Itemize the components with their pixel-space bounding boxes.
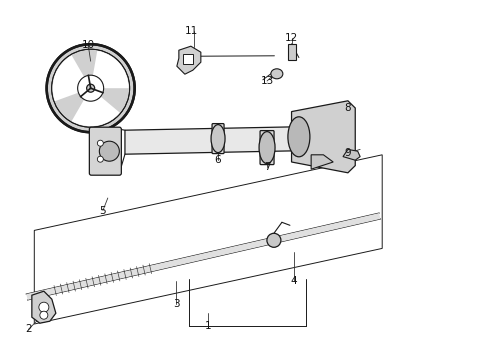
Polygon shape: [125, 127, 306, 154]
Polygon shape: [343, 149, 360, 160]
FancyBboxPatch shape: [260, 131, 274, 165]
Polygon shape: [32, 291, 56, 323]
Text: 5: 5: [99, 206, 106, 216]
Text: 3: 3: [173, 299, 180, 309]
Ellipse shape: [259, 132, 275, 163]
Circle shape: [99, 141, 120, 161]
Wedge shape: [52, 55, 91, 101]
Text: 11: 11: [184, 26, 198, 36]
Polygon shape: [311, 155, 333, 169]
Polygon shape: [26, 213, 380, 300]
FancyBboxPatch shape: [89, 127, 122, 175]
Wedge shape: [91, 51, 129, 88]
Circle shape: [98, 140, 103, 146]
Wedge shape: [72, 88, 120, 126]
Text: 13: 13: [260, 76, 274, 86]
Ellipse shape: [271, 69, 283, 79]
Circle shape: [87, 84, 95, 92]
Circle shape: [40, 311, 48, 319]
Text: 7: 7: [264, 162, 270, 172]
Circle shape: [39, 302, 49, 312]
Text: 12: 12: [285, 33, 298, 43]
Polygon shape: [292, 101, 355, 173]
Polygon shape: [288, 44, 295, 60]
Circle shape: [77, 75, 104, 101]
Circle shape: [267, 233, 281, 247]
Polygon shape: [183, 54, 193, 64]
Ellipse shape: [211, 125, 225, 153]
Text: 2: 2: [25, 324, 32, 334]
Text: 4: 4: [291, 276, 297, 286]
Ellipse shape: [288, 117, 310, 157]
Text: 8: 8: [344, 103, 351, 113]
Text: 9: 9: [344, 148, 351, 158]
Circle shape: [98, 156, 103, 162]
Text: 1: 1: [205, 321, 212, 331]
FancyBboxPatch shape: [212, 123, 224, 154]
Circle shape: [47, 44, 135, 132]
Text: 6: 6: [215, 155, 221, 165]
Polygon shape: [177, 46, 201, 74]
Text: 10: 10: [82, 40, 95, 50]
